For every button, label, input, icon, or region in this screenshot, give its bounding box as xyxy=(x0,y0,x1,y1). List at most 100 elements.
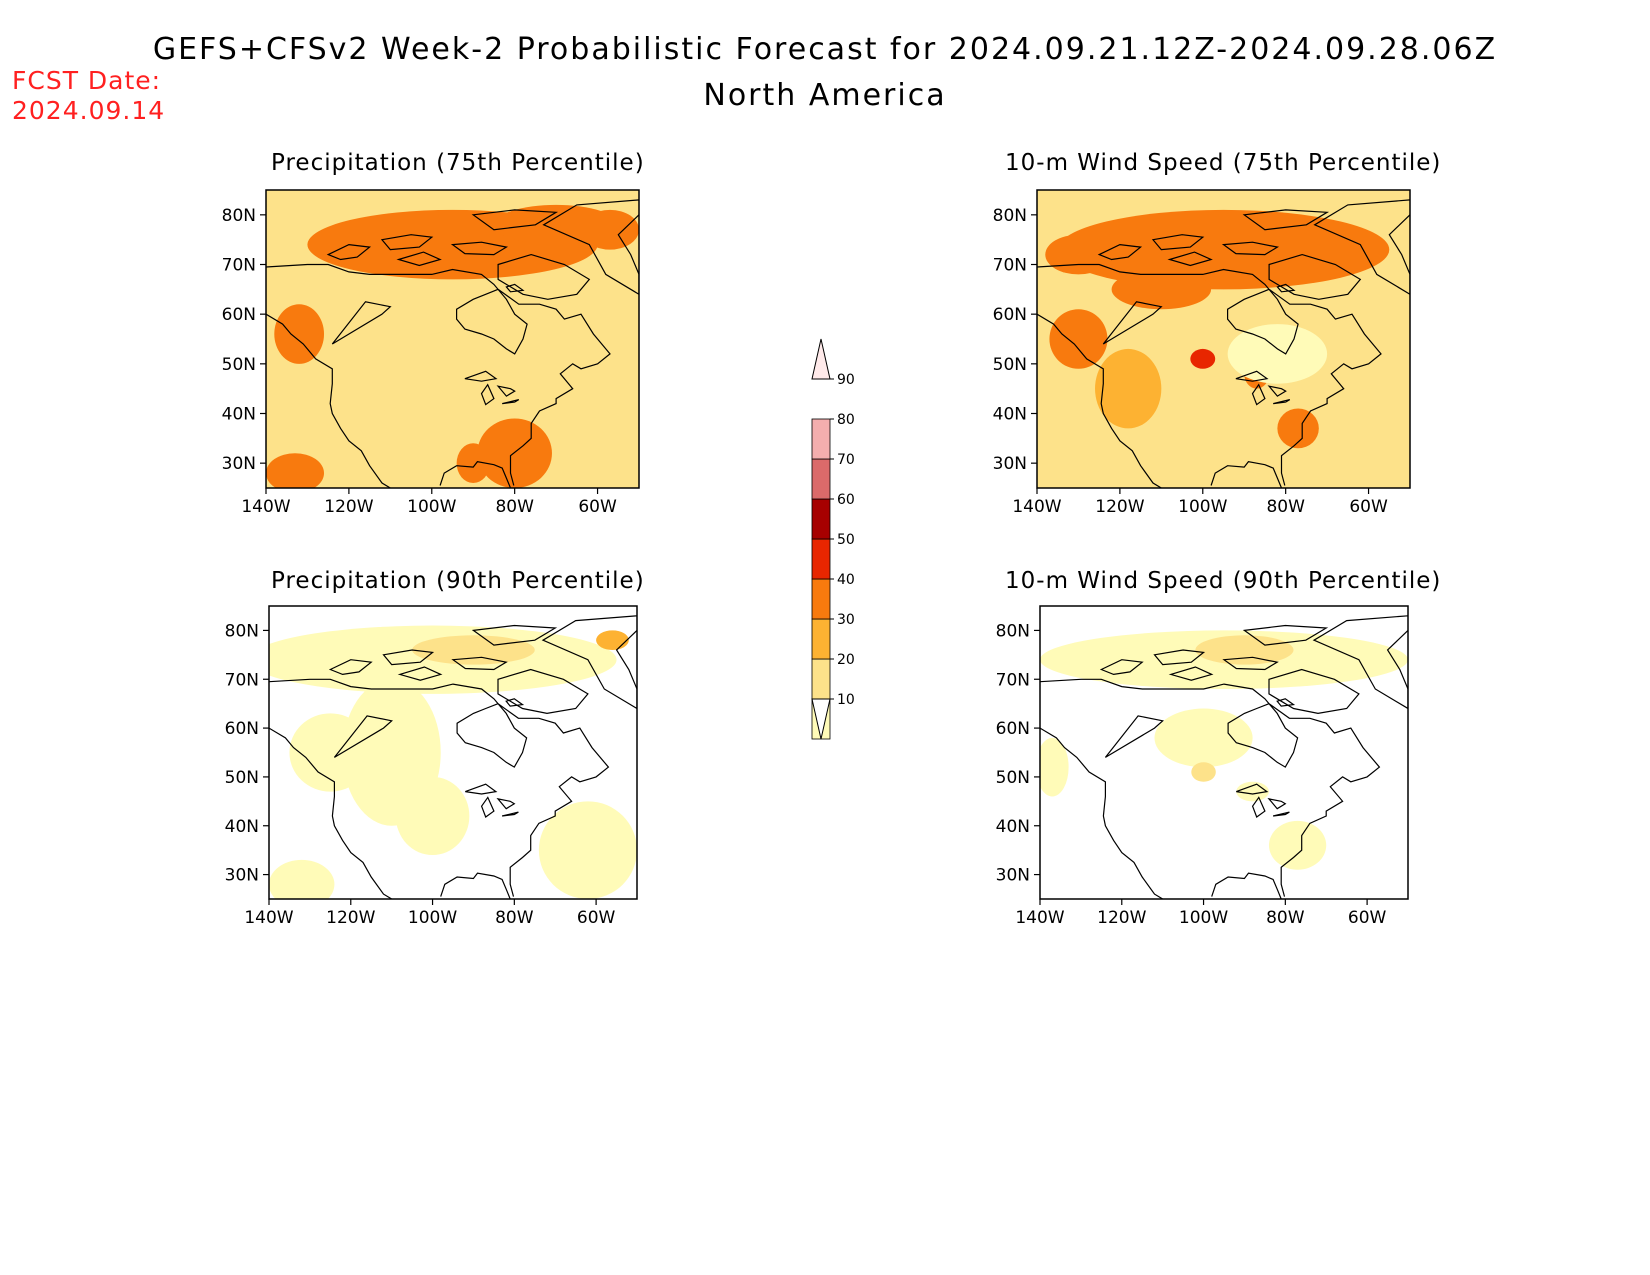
lat-tick-label: 70N xyxy=(225,670,259,690)
lake-outline xyxy=(480,383,495,406)
coastline-gulf xyxy=(439,461,512,488)
colorbar-label: 30 xyxy=(837,612,855,628)
island-outline xyxy=(1168,666,1214,681)
coastline xyxy=(269,678,610,897)
lat-tick-label: 60N xyxy=(993,305,1027,325)
lake-outline xyxy=(1251,796,1266,818)
map-panel-2: 80N 70N 60N 50N 40N 30N 140W 120W 100W 80W 60W xyxy=(225,605,638,928)
map-panel-1: 80N 70N 60N 50N 40N 30N 140W 120W 100W 80W 60W xyxy=(993,189,1411,517)
colorbar-swatch xyxy=(811,498,831,540)
panel-title-wind-90: 10-m Wind Speed (90th Percentile) xyxy=(1005,568,1442,594)
probability-region xyxy=(1277,408,1319,449)
probability-region xyxy=(1111,269,1212,310)
coastline-gulf xyxy=(440,872,511,899)
island-outline xyxy=(497,668,589,715)
lon-tick-label: 120W xyxy=(326,908,375,928)
page-subtitle: North America xyxy=(703,78,947,113)
lake-outline xyxy=(331,301,392,345)
colorbar-extension-top xyxy=(811,338,831,380)
probability-region xyxy=(1268,820,1327,870)
lon-tick-label: 80W xyxy=(495,908,534,928)
lake-outline xyxy=(1235,370,1269,382)
probability-region xyxy=(1057,209,1390,290)
probability-region xyxy=(307,368,349,409)
map-panel-3: 80N 70N 60N 50N 40N 30N 140W 120W 100W 80W 60W xyxy=(996,605,1409,928)
island-outline xyxy=(1222,656,1279,671)
colorbar-legend: 10 20 30 40 50 60 70 80 90 xyxy=(811,338,855,740)
island-outline xyxy=(1268,668,1360,715)
island-outline xyxy=(1242,209,1330,231)
lake-outline xyxy=(1236,783,1269,795)
lon-tick-label: 120W xyxy=(324,497,373,517)
probability-region xyxy=(1190,348,1216,369)
coastline-west xyxy=(1040,727,1164,899)
fcst-date-label: FCST Date: xyxy=(12,66,162,95)
lake-outline xyxy=(1251,383,1266,406)
island-outline xyxy=(326,243,372,261)
colorbar-swatch xyxy=(811,618,831,660)
map-frame xyxy=(265,189,640,489)
lat-tick-label: 30N xyxy=(993,454,1027,474)
lon-tick-label: 60W xyxy=(1349,497,1388,517)
coastline-gulf xyxy=(1211,872,1282,899)
greenland-outline xyxy=(1312,615,1408,710)
lon-tick-label: 100W xyxy=(1178,497,1227,517)
lake-outline xyxy=(496,385,516,397)
lon-tick-label: 120W xyxy=(1095,497,1144,517)
island-outline xyxy=(471,624,558,646)
map-frame xyxy=(268,605,638,900)
coastline-west xyxy=(269,727,393,899)
probability-region xyxy=(1190,398,1257,449)
island-outline xyxy=(380,234,434,251)
greenland-outline xyxy=(542,199,639,295)
coastline xyxy=(266,263,611,486)
lat-tick-label: 60N xyxy=(225,719,259,739)
probability-region xyxy=(580,209,639,250)
colorbar-label: 20 xyxy=(837,652,855,668)
lake-outline xyxy=(502,399,520,405)
probability-region xyxy=(596,630,629,650)
panel-title-wind-75: 10-m Wind Speed (75th Percentile) xyxy=(1005,150,1442,176)
probability-region xyxy=(289,713,372,792)
lat-tick-label: 70N xyxy=(996,670,1030,690)
lon-tick-label: 60W xyxy=(1348,908,1387,928)
lat-tick-label: 50N xyxy=(996,768,1030,788)
lat-tick-label: 40N xyxy=(225,817,259,837)
lat-tick-label: 80N xyxy=(222,206,256,226)
map-frame xyxy=(1036,189,1411,489)
lat-tick-label: 50N xyxy=(993,355,1027,375)
greenland-outline xyxy=(1313,199,1410,295)
probability-region xyxy=(1095,348,1162,429)
panel-title-precip-90: Precipitation (90th Percentile) xyxy=(271,568,645,594)
lake-outline xyxy=(1104,715,1164,758)
probability-region xyxy=(348,398,391,479)
lake-outline xyxy=(1267,385,1287,397)
map-frame xyxy=(1039,605,1409,900)
island-outline xyxy=(450,241,509,256)
colorbar-label: 70 xyxy=(837,452,855,468)
lat-tick-label: 30N xyxy=(996,866,1030,886)
lat-tick-label: 70N xyxy=(993,256,1027,276)
coastline-west xyxy=(266,313,391,488)
island-outline xyxy=(451,656,508,671)
colorbar-label: 50 xyxy=(837,532,855,548)
lat-tick-label: 40N xyxy=(993,405,1027,425)
lat-tick-label: 80N xyxy=(996,621,1030,641)
lat-tick-label: 80N xyxy=(993,206,1027,226)
colorbar-swatch xyxy=(811,458,831,500)
lon-tick-label: 120W xyxy=(1097,908,1146,928)
colorbar-label: 40 xyxy=(837,572,855,588)
probability-region xyxy=(538,801,637,899)
lat-tick-label: 30N xyxy=(222,454,256,474)
lake-outline xyxy=(501,811,519,817)
island-outline xyxy=(1276,698,1296,707)
probability-region xyxy=(274,304,325,364)
probability-region xyxy=(518,299,594,379)
probability-region xyxy=(456,443,490,484)
colorbar-label: 90 xyxy=(837,372,855,388)
coastline xyxy=(1040,678,1381,897)
fcst-date-value: 2024.09.14 xyxy=(12,96,166,125)
island-outline xyxy=(1242,624,1329,646)
lat-tick-label: 30N xyxy=(225,866,259,886)
